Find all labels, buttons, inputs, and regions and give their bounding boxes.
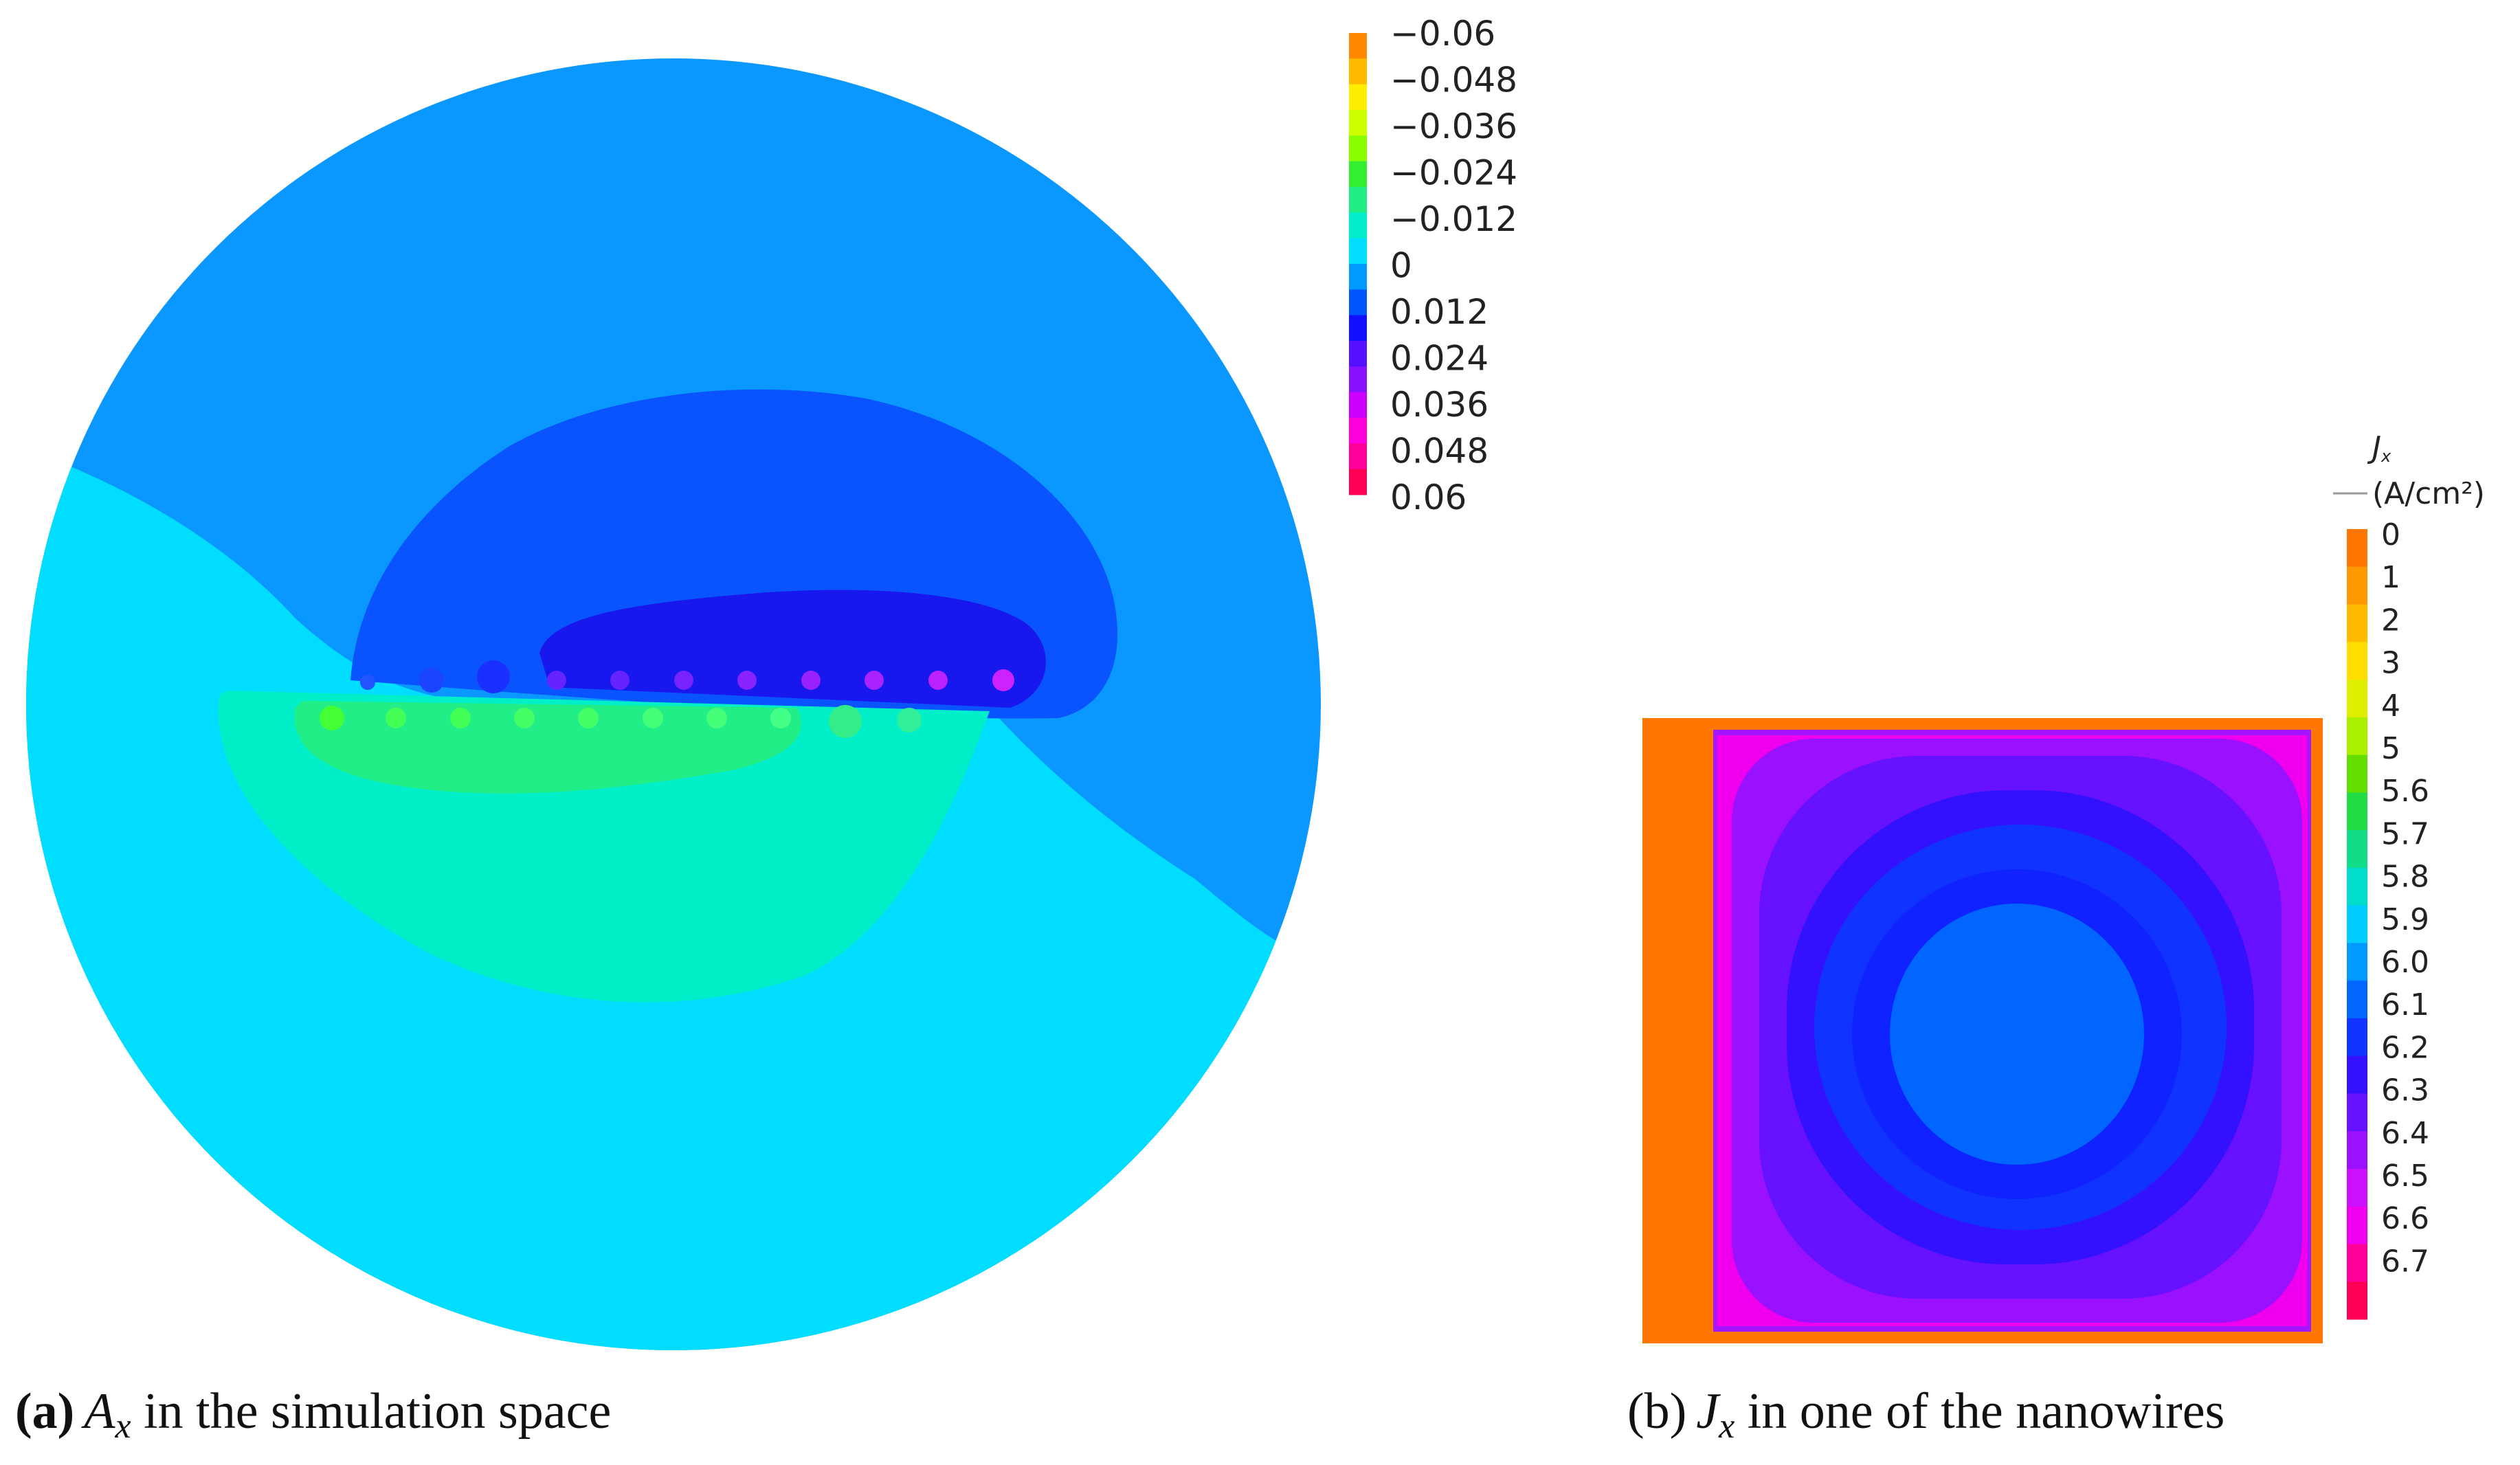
panel-b-legend-labels: 0 1 2 3 4 5 5.6 5.7 5.8 5.9 6.0 6.1 6.2 6.3 6.4 6.5 6.6 6… bbox=[2381, 517, 2429, 1279]
legend-b-swatch bbox=[2347, 1168, 2367, 1207]
caption-a-text: in the simulation space bbox=[131, 1383, 612, 1440]
legend-a-swatch bbox=[1349, 469, 1367, 495]
legend-a-swatch bbox=[1349, 315, 1367, 342]
legend-b-label: 0 bbox=[2381, 517, 2400, 552]
legend-b-label: 3 bbox=[2381, 646, 2400, 681]
legend-a-swatch bbox=[1349, 289, 1367, 316]
legend-a-label: −0.036 bbox=[1390, 107, 1517, 146]
legend-a-swatch bbox=[1349, 212, 1367, 239]
legend-b-title-sub: x bbox=[2380, 447, 2391, 466]
caption-b-symbol: J bbox=[1696, 1383, 1721, 1440]
legend-b-label: 5.7 bbox=[2381, 816, 2429, 851]
legend-b-swatch bbox=[2347, 1244, 2367, 1282]
legend-b-swatch bbox=[2347, 1206, 2367, 1244]
caption-a-symbol: A bbox=[80, 1383, 115, 1440]
legend-b-swatch bbox=[2347, 717, 2367, 756]
nanowire-row bbox=[320, 660, 1014, 738]
legend-b-label: 5.6 bbox=[2381, 774, 2429, 809]
legend-b-swatch bbox=[2347, 943, 2367, 981]
legend-a-label: 0.06 bbox=[1390, 478, 1467, 517]
legend-a-swatch bbox=[1349, 264, 1367, 290]
legend-b-swatch bbox=[2347, 604, 2367, 642]
legend-a-label: 0.036 bbox=[1390, 385, 1488, 425]
legend-b-swatch bbox=[2347, 1282, 2367, 1320]
legend-b-swatch bbox=[2347, 642, 2367, 680]
legend-a-label: −0.06 bbox=[1390, 14, 1495, 54]
legend-b-label: 5 bbox=[2381, 731, 2400, 766]
legend-b-label: 6.2 bbox=[2381, 1030, 2429, 1065]
panel-a-legend-bar bbox=[1349, 33, 1367, 495]
legend-b-label: 1 bbox=[2381, 560, 2400, 595]
legend-b-swatch bbox=[2347, 981, 2367, 1019]
legend-a-swatch bbox=[1349, 110, 1367, 136]
legend-b-label: 6.7 bbox=[2381, 1244, 2429, 1279]
legend-a-swatch bbox=[1349, 58, 1367, 85]
caption-b-tag: (b) bbox=[1627, 1383, 1686, 1440]
panel-a-legend: −0.06 −0.048 −0.036 −0.024 −0.012 0 0.012 0.024… bbox=[1349, 14, 1517, 517]
legend-b-swatch bbox=[2347, 1055, 2367, 1094]
caption-a-sub: x bbox=[115, 1407, 131, 1446]
legend-a-label: −0.012 bbox=[1390, 199, 1517, 239]
legend-a-swatch bbox=[1349, 84, 1367, 111]
legend-b-swatch bbox=[2347, 754, 2367, 793]
legend-b-swatch bbox=[2347, 680, 2367, 718]
panel-a-legend-labels: −0.06 −0.048 −0.036 −0.024 −0.012 0 0.012 0.024… bbox=[1390, 14, 1517, 517]
legend-a-swatch bbox=[1349, 392, 1367, 418]
legend-a-swatch bbox=[1349, 238, 1367, 265]
legend-a-swatch bbox=[1349, 135, 1367, 162]
legend-b-unit: (A/cm²) bbox=[2372, 476, 2485, 511]
panel-b-legend: Jx (A/cm²) 0 1 2 3 4 5 5.6 5.7 5.8 5.9 6.0 6.1 6.2 6.… bbox=[2333, 430, 2485, 1320]
caption-a-tag: (a) bbox=[15, 1383, 74, 1440]
legend-b-label: 6.1 bbox=[2381, 987, 2429, 1022]
nanowire-center bbox=[1890, 904, 2144, 1165]
legend-b-label: 6.3 bbox=[2381, 1073, 2429, 1108]
legend-a-swatch bbox=[1349, 341, 1367, 367]
legend-a-label: −0.048 bbox=[1390, 60, 1517, 100]
legend-b-swatch bbox=[2347, 830, 2367, 869]
caption-b-text: in one of the nanowires bbox=[1735, 1383, 2224, 1440]
legend-b-label: 6.4 bbox=[2381, 1116, 2429, 1151]
legend-b-swatch bbox=[2347, 529, 2367, 568]
legend-b-label: 5.8 bbox=[2381, 860, 2429, 895]
region-deep-core bbox=[539, 590, 1047, 708]
panel-b-nanowire bbox=[1642, 718, 2323, 1343]
legend-a-swatch bbox=[1349, 187, 1367, 213]
legend-b-label: 2 bbox=[2381, 603, 2400, 638]
legend-b-label: 4 bbox=[2381, 689, 2400, 724]
legend-b-swatch bbox=[2347, 905, 2367, 943]
legend-a-label: 0.024 bbox=[1390, 339, 1488, 379]
region-green-core bbox=[294, 701, 801, 794]
legend-a-label: 0.048 bbox=[1390, 432, 1488, 471]
svg-text:Jx: Jx bbox=[2367, 430, 2391, 466]
legend-b-title: J bbox=[2367, 430, 2381, 465]
legend-a-label: 0.012 bbox=[1390, 292, 1488, 332]
legend-b-swatch bbox=[2347, 792, 2367, 831]
caption-b-sub: x bbox=[1718, 1407, 1735, 1446]
legend-a-label: −0.024 bbox=[1390, 153, 1517, 193]
legend-b-label: 5.9 bbox=[2381, 902, 2429, 937]
legend-b-swatch bbox=[2347, 1131, 2367, 1170]
legend-a-swatch bbox=[1349, 443, 1367, 470]
legend-b-label: 6.0 bbox=[2381, 945, 2429, 980]
legend-b-label: 6.6 bbox=[2381, 1201, 2429, 1236]
legend-b-swatch bbox=[2347, 1093, 2367, 1132]
legend-b-swatch bbox=[2347, 867, 2367, 906]
legend-b-swatch bbox=[2347, 1018, 2367, 1057]
panel-b-legend-bar bbox=[2347, 529, 2367, 1320]
legend-b-swatch bbox=[2347, 566, 2367, 605]
legend-a-swatch bbox=[1349, 33, 1367, 59]
caption-b: (b) Jx in one of the nanowires bbox=[1627, 1383, 2224, 1446]
legend-a-label: 0 bbox=[1390, 246, 1412, 286]
legend-a-swatch bbox=[1349, 366, 1367, 393]
legend-b-label: 6.5 bbox=[2381, 1159, 2429, 1194]
caption-a: (a) Ax in the simulation space bbox=[15, 1383, 611, 1446]
legend-a-swatch bbox=[1349, 418, 1367, 444]
legend-a-swatch bbox=[1349, 161, 1367, 188]
